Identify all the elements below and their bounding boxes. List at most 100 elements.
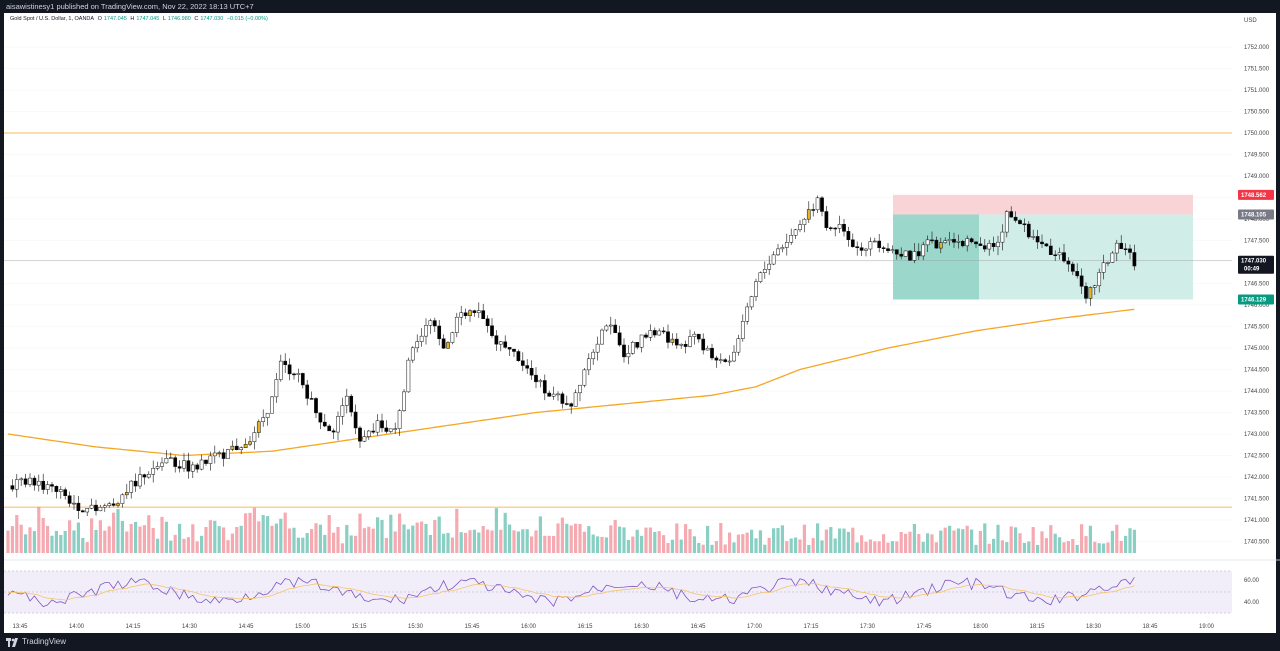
volume-bar (776, 528, 780, 553)
position-tool[interactable] (893, 194, 1193, 300)
price-tick: 1742.000 (1244, 475, 1270, 481)
volume-bar (508, 524, 512, 553)
candle-body (626, 353, 631, 358)
candle-body (784, 242, 789, 248)
volume-bar (719, 523, 723, 553)
volume-bar (464, 532, 468, 553)
candle-body (41, 480, 46, 490)
volume-bar (6, 530, 10, 553)
volume-bar (349, 535, 353, 553)
chart-legend: Gold Spot / U.S. Dollar, 1, OANDA O 1747.… (10, 16, 270, 22)
price-axis[interactable]: USD 1752.000 1751.500 1751.000 1750.500 1750.… (1238, 18, 1274, 606)
candle-body (776, 248, 780, 256)
volume-bar (662, 535, 666, 553)
candle-body (828, 227, 833, 229)
volume-bar (917, 533, 921, 553)
symbol-title: Gold Spot / U.S. Dollar, 1, OANDA (10, 16, 95, 22)
volume-bar (1128, 528, 1132, 553)
candle-body (991, 243, 996, 247)
volume-bar (345, 525, 349, 553)
candle-body (943, 240, 948, 243)
rsi-tick: 60.00 (1244, 578, 1260, 584)
volume-bar (855, 542, 859, 553)
volume-bar (296, 537, 300, 553)
candle-body (652, 330, 657, 336)
candle-body (230, 445, 235, 450)
candle-body (780, 247, 785, 250)
volume-bar (151, 527, 155, 553)
candle-body (507, 347, 512, 350)
candle-body (846, 231, 851, 241)
volume-bar (217, 526, 221, 553)
time-axis[interactable]: 13:45 14:00 14:15 14:30 14:45 15:00 15:15 15:30… (12, 624, 1214, 630)
candle-body (234, 445, 239, 450)
candle-body (798, 224, 802, 231)
volume-bar (358, 513, 362, 553)
volume-bar (274, 523, 278, 553)
volume-bar (886, 542, 890, 553)
close-value: 1747.030 (200, 16, 224, 22)
candle-body (1110, 252, 1115, 263)
volume-bar (525, 529, 529, 553)
candle-body (868, 241, 873, 250)
candle-body (956, 241, 961, 243)
candle-body (996, 241, 1000, 247)
candle-body (102, 505, 107, 508)
volume-bar (332, 532, 336, 553)
candle-body (657, 330, 662, 336)
volume-bar (90, 518, 94, 553)
volume-bar (789, 538, 793, 553)
candle-body (864, 248, 868, 251)
time-tick: 13:45 (12, 624, 28, 630)
volume-bar (138, 526, 142, 553)
volume-bar (195, 541, 199, 553)
candle-body (120, 494, 125, 504)
candle-body (428, 320, 433, 326)
candle-body (666, 331, 670, 343)
candle-body (714, 357, 719, 361)
rsi-signal-line (7, 582, 1135, 601)
volume-bar (574, 523, 578, 553)
candle-body (886, 248, 890, 252)
volume-bar (851, 527, 855, 553)
volume-bar (103, 530, 107, 553)
volume-bar (816, 523, 820, 553)
candle-body (217, 452, 222, 454)
volume-bar (970, 529, 974, 553)
time-tick: 16:30 (634, 624, 650, 630)
volume-bar (618, 526, 622, 553)
volume-bar (230, 533, 234, 553)
candle-body (908, 250, 912, 261)
candle-body (204, 459, 208, 464)
candle-body (358, 427, 362, 442)
candle-body (67, 495, 72, 504)
candle-body (1022, 223, 1027, 226)
candle-body (842, 224, 846, 232)
volume-bar (565, 523, 569, 553)
candle-body (591, 351, 596, 360)
tradingview-brand[interactable]: TradingView (22, 637, 67, 646)
candle-body (36, 480, 41, 486)
volume-bar (477, 532, 481, 553)
candle-body (736, 338, 741, 353)
price-tick: 1742.500 (1244, 454, 1270, 460)
candle-body (1009, 211, 1014, 218)
candle-body (164, 458, 169, 464)
volume-bar (129, 523, 133, 553)
volume-bar (200, 535, 204, 553)
volume-bar (890, 541, 894, 553)
volume-bar (631, 536, 635, 553)
candle-body (14, 479, 19, 490)
volume-bar (622, 527, 626, 553)
candle-body (1097, 272, 1102, 287)
volume-bar (112, 512, 116, 553)
time-tick: 15:30 (408, 624, 424, 630)
volume-bar (450, 537, 454, 553)
horizontal-lines[interactable] (4, 132, 1232, 508)
candle-body (1132, 252, 1137, 267)
volume-bars (6, 506, 1136, 553)
candle-body (296, 373, 301, 375)
candle-body (54, 485, 59, 492)
volume-bar (706, 525, 710, 553)
